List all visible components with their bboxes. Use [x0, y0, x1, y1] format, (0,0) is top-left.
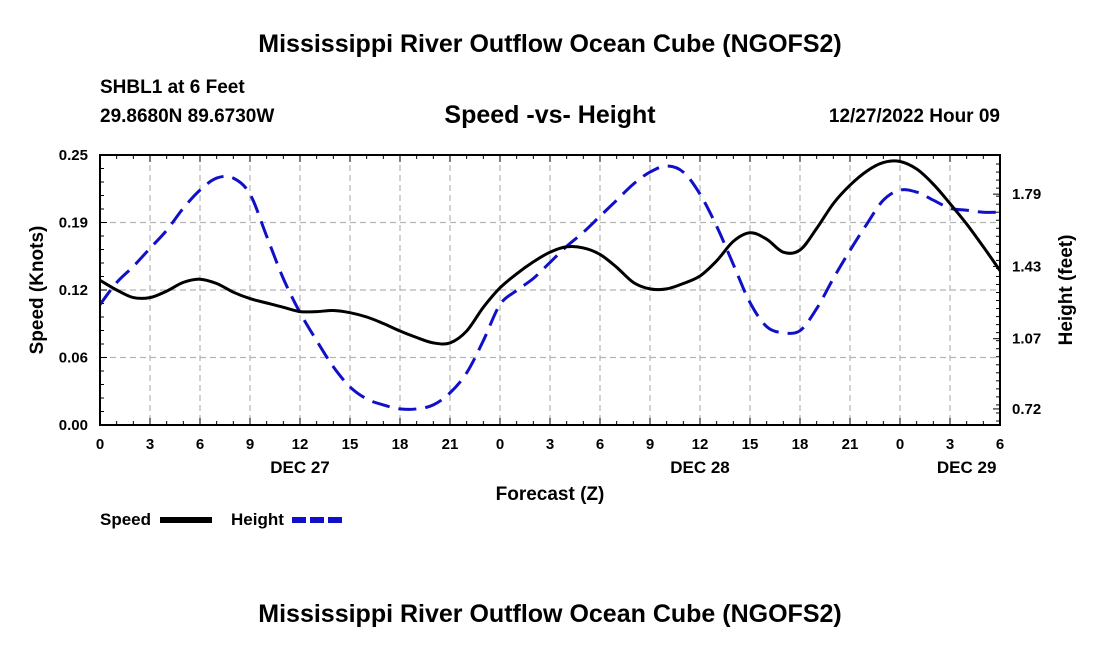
y-axis-right-label: Height (feet) — [1056, 235, 1077, 346]
x-tick-label: 0 — [96, 436, 104, 453]
station-label: SHBL1 at 6 Feet — [100, 77, 245, 98]
x-tick-label: 3 — [946, 436, 954, 453]
x-tick-label: 15 — [342, 436, 359, 453]
x-date-label: DEC 28 — [670, 458, 730, 477]
y-left-tick-label: 0.19 — [59, 215, 88, 232]
x-tick-label: 3 — [546, 436, 554, 453]
legend-speed-label: Speed — [100, 510, 151, 529]
x-date-label: DEC 29 — [937, 458, 997, 477]
x-tick-label: 0 — [896, 436, 904, 453]
y-left-tick-label: 0.00 — [59, 417, 88, 434]
x-tick-label: 21 — [442, 436, 459, 453]
coordinates-label: 29.8680N 89.6730W — [100, 106, 275, 127]
x-tick-label: 6 — [996, 436, 1004, 453]
legend-height-label: Height — [231, 510, 284, 529]
x-tick-label: 6 — [196, 436, 204, 453]
series-layer — [98, 159, 1002, 411]
legend: Speed Height — [100, 510, 342, 529]
y-left-tick-label: 0.25 — [59, 147, 88, 164]
footer-title: Mississippi River Outflow Ocean Cube (NG… — [258, 600, 842, 628]
y-left-tick-label: 0.06 — [59, 350, 88, 367]
x-tick-label: 9 — [246, 436, 254, 453]
x-tick-label: 0 — [496, 436, 504, 453]
x-tick-label: 12 — [292, 436, 309, 453]
y-right-tick-label: 1.07 — [1012, 331, 1041, 348]
y-right-tick-label: 1.43 — [1012, 258, 1041, 275]
y-left-tick-label: 0.12 — [59, 282, 88, 299]
x-tick-label: 3 — [146, 436, 154, 453]
plot-subtitle: Speed -vs- Height — [444, 101, 656, 129]
forecast-timestamp: 12/27/2022 Hour 09 — [828, 106, 1000, 127]
y-axis-left-label: Speed (Knots) — [27, 226, 48, 355]
x-axis-label: Forecast (Z) — [496, 484, 605, 505]
chart-title: Mississippi River Outflow Ocean Cube (NG… — [258, 30, 842, 58]
speed-series-line — [99, 159, 1002, 346]
grid-lines — [100, 155, 1000, 425]
x-tick-label: 9 — [646, 436, 654, 453]
x-tick-label: 12 — [692, 436, 709, 453]
x-date-label: DEC 27 — [270, 458, 330, 477]
x-tick-label: 18 — [792, 436, 809, 453]
x-tick-label: 15 — [742, 436, 759, 453]
x-tick-label: 6 — [596, 436, 604, 453]
y-right-tick-label: 1.79 — [1012, 186, 1041, 203]
axis-tick-labels: 0 3 6 9 12 15 18 21 0 3 6 9 12 15 18 21 0 3 6 DEC 27 DEC 28 D… — [59, 147, 1041, 477]
x-tick-label: 18 — [392, 436, 409, 453]
plot-frame — [99, 154, 1001, 426]
y-right-tick-label: 0.72 — [1012, 401, 1041, 418]
x-tick-label: 21 — [842, 436, 859, 453]
height-series-line — [98, 164, 1001, 411]
